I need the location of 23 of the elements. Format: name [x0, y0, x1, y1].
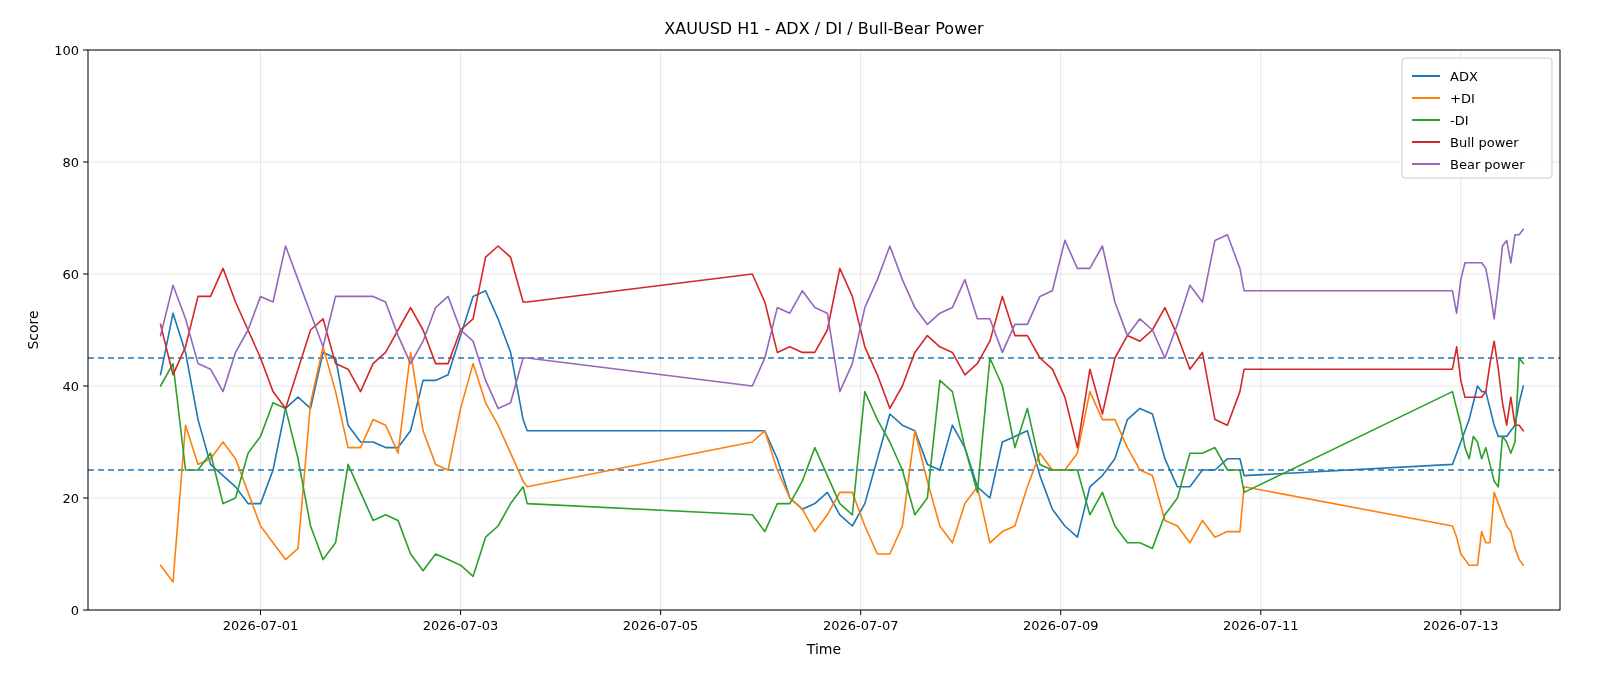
- line-series: [159, 245, 1525, 449]
- y-tick-label: 20: [62, 490, 79, 506]
- legend-label: Bull power: [1450, 135, 1520, 150]
- x-tick-label: 2026-07-13: [1423, 618, 1499, 633]
- y-tick-label: 80: [62, 154, 79, 170]
- y-tick-label: 100: [54, 42, 79, 58]
- legend-label: -DI: [1450, 113, 1469, 128]
- x-tick-label: 2026-07-01: [222, 618, 299, 633]
- y-tick-label: 60: [62, 266, 79, 282]
- line-series: [159, 228, 1525, 410]
- legend-label: Bear power: [1450, 157, 1526, 172]
- x-axis-title: Time: [805, 641, 842, 657]
- x-tick-label: 2026-07-05: [622, 618, 699, 633]
- chart-title: XAUUSD H1 - ADX / DI / Bull-Bear Power: [664, 19, 985, 38]
- legend-label: +DI: [1450, 91, 1475, 106]
- x-tick-label: 2026-07-07: [822, 618, 899, 633]
- legend-label: ADX: [1450, 69, 1478, 84]
- x-tick-label: 2026-07-09: [1022, 618, 1099, 633]
- x-tick-label: 2026-07-11: [1222, 618, 1299, 633]
- y-tick-label: 0: [70, 602, 79, 618]
- x-tick-label: 2026-07-03: [422, 618, 499, 633]
- y-axis-title: Score: [25, 310, 41, 350]
- y-tick-label: 40: [62, 378, 79, 394]
